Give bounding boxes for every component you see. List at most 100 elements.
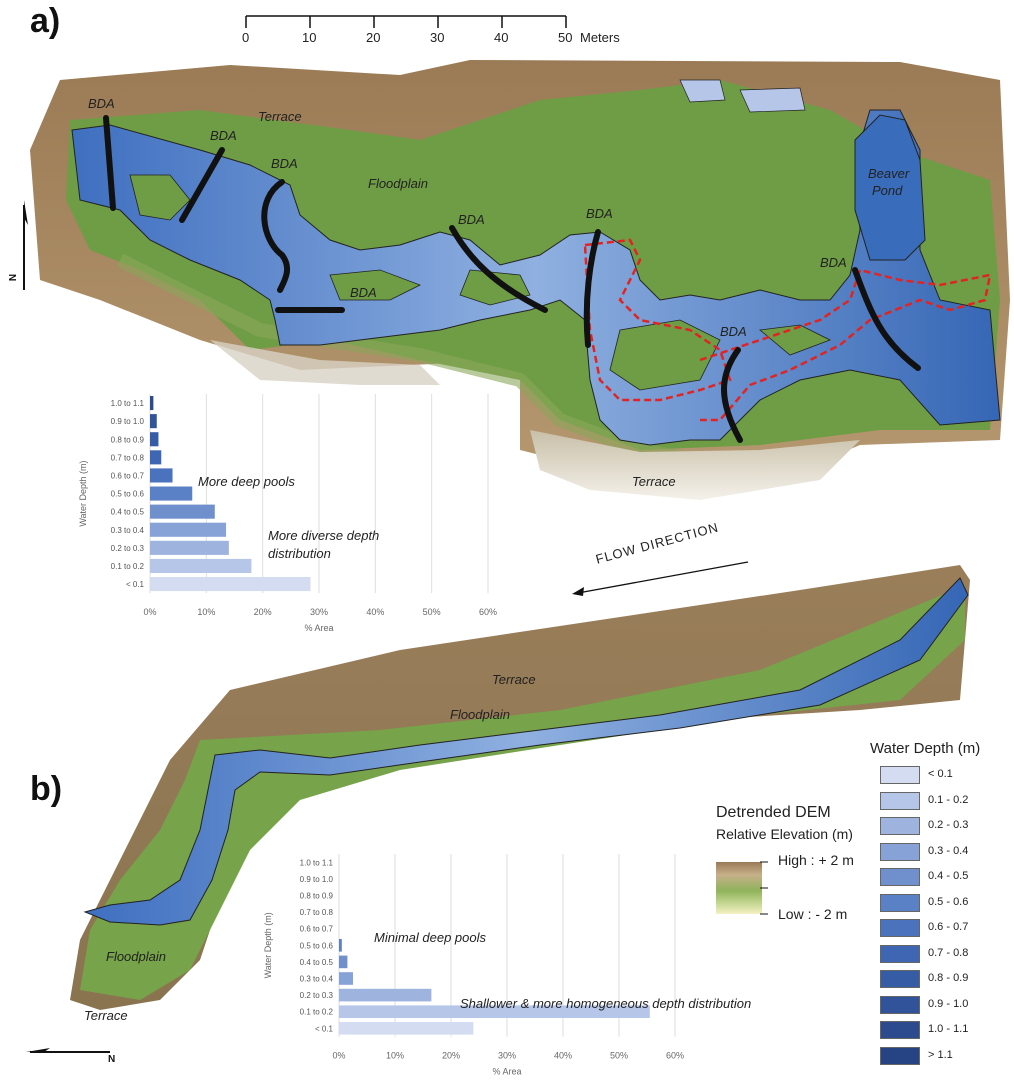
chart-a-note-diverse-2: distribution [268,546,331,561]
scale-tick-50: 50 [558,30,573,45]
bar [339,1022,474,1035]
scale-unit: Meters [580,30,620,45]
channel-water-a [71,109,1001,446]
x-tick-label: 10% [197,607,215,617]
north-label-b: N [108,1054,116,1065]
depth-legend-swatch [880,1021,920,1039]
dem-legend-low: Low : - 2 m [778,906,848,922]
category-label: 1.0 to 1.1 [300,858,334,867]
depth-legend-item: 0.6 - 0.7 [880,919,1010,939]
dem-gradient [716,862,762,914]
bda-line-8 [852,267,921,371]
depth-legend-label: 0.6 - 0.7 [928,921,969,933]
x-tick-label: 0% [332,1051,345,1061]
chart-b: 0% 10% 20% 30% 40% 50% 60% < 0.1 0.1 to 0.2 0.2 t… [263,854,684,1077]
bda-line-2 [179,147,225,223]
depth-legend-label: 1.0 - 1.1 [928,1023,969,1035]
bar [150,468,173,483]
dem-legend-title: Detrended DEM [716,804,831,821]
bar [150,522,227,537]
x-tick-label: 0% [143,607,156,617]
depth-legend-item: 0.1 - 0.2 [880,791,1010,812]
chart-a: 0% 10% 20% 30% 40% 50% 60% < 0.1 0.1 to 0.2 0.2 t… [78,394,497,633]
floodplain-label-b-top: Floodplain [450,707,510,722]
category-label: 0.6 to 0.7 [300,925,334,934]
beaver-pond-label-1: Beaver [868,166,910,181]
bda-line-6 [583,229,601,348]
floodplain-label-b-left: Floodplain [106,949,166,964]
depth-legend-swatch [880,842,920,861]
scale-tick-30: 30 [430,30,445,45]
bda-label-4: BDA [350,285,377,300]
depth-legend-swatch [880,766,920,784]
scale-bar [230,8,650,48]
x-tick-label: 50% [610,1051,628,1061]
scale-tick-10: 10 [302,30,317,45]
bda-label-6: BDA [586,206,613,221]
depth-legend-swatch [880,919,920,937]
chart-a-note-diverse-1: More diverse depth [268,528,380,543]
x-tick-label: 60% [479,607,497,617]
bda-label-2: BDA [210,128,237,143]
depth-legend-label: 0.4 - 0.5 [928,870,969,882]
depth-legend-item: < 0.1 [880,766,1010,786]
y-axis-label: Water Depth (m) [78,460,88,526]
depth-legend-swatch [880,791,920,810]
chart-a-note-deep: More deep pools [198,474,295,489]
floodplain-area-b [80,585,965,1000]
category-label: < 0.1 [126,580,145,589]
x-tick-label: 10% [386,1051,404,1061]
category-label: 0.3 to 0.4 [111,526,145,535]
category-label: 0.2 to 0.3 [300,991,334,1000]
flow-direction-arrow [572,561,749,596]
bda-label-5: BDA [458,212,485,227]
chart-b-note-homogeneous: Shallower & more homogeneous depth distr… [460,996,752,1011]
x-tick-label: 60% [666,1051,684,1061]
scale-bar-graphic [245,15,567,28]
category-label: 0.1 to 0.2 [300,1008,334,1017]
beaver-pond-label-2: Pond [872,183,903,198]
x-tick-label: 40% [554,1051,572,1061]
depth-legend-item: 0.2 - 0.3 [880,817,1010,837]
depth-legend-item: 0.7 - 0.8 [880,944,1010,965]
bar [339,955,348,969]
category-label: 1.0 to 1.1 [111,399,145,408]
dem-legend-subtitle: Relative Elevation (m) [716,826,853,842]
depth-legend-label: 0.8 - 0.9 [928,972,969,984]
x-axis-label: % Area [304,623,333,633]
bar [150,577,311,592]
category-label: 0.8 to 0.9 [300,892,334,901]
category-label: 0.6 to 0.7 [111,471,145,480]
beaver-pond [854,114,926,261]
x-tick-label: 30% [498,1051,516,1061]
depth-legend-item: > 1.1 [880,1046,1010,1067]
depth-legend-label: 0.3 - 0.4 [928,844,969,857]
depth-legend-label: > 1.1 [928,1048,953,1061]
north-arrow-b [26,1048,110,1053]
dem-ticks [760,861,768,915]
terrace-label-a-top: Terrace [258,109,302,124]
bar [339,988,432,1002]
depth-legend-item: 1.0 - 1.1 [880,1021,1010,1041]
category-label: 0.3 to 0.4 [300,975,334,984]
category-label: 0.7 to 0.8 [300,908,334,917]
depth-legend-swatch [880,944,920,963]
scale-tick-0: 0 [242,30,250,45]
depth-legend-label: 0.5 - 0.6 [928,895,969,908]
bda-label-8: BDA [820,255,847,270]
depth-legend-title: Water Depth (m) [870,740,981,757]
x-tick-label: 20% [442,1051,460,1061]
depth-legend-label: 0.9 - 1.0 [928,997,969,1010]
depth-legend-swatch [880,817,920,835]
depth-legend-swatch [880,868,920,886]
terrace-label-a-bottom: Terrace [632,474,676,489]
dem-legend-high: High : + 2 m [778,852,854,868]
bar [150,540,229,555]
x-tick-label: 50% [423,607,441,617]
category-label: 0.2 to 0.3 [111,544,145,553]
bar [150,450,162,465]
x-tick-label: 40% [366,607,384,617]
bar [150,558,252,573]
